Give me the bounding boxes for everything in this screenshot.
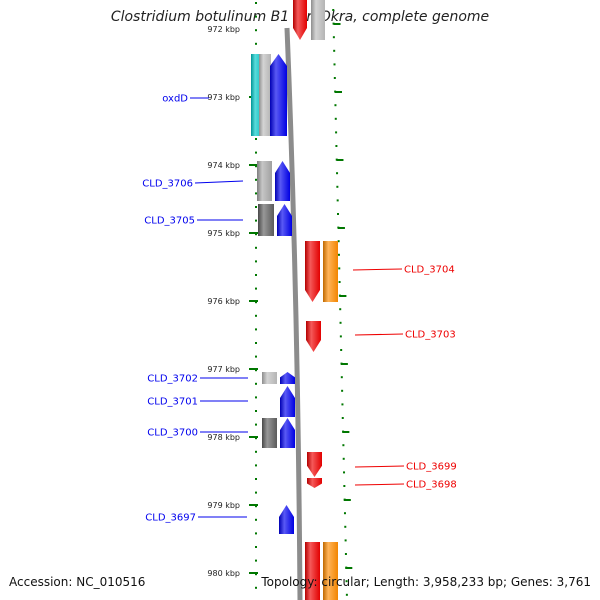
forward-gene-label: oxdD — [162, 94, 188, 105]
gene-block — [307, 452, 322, 477]
gene-blocks — [251, 0, 338, 600]
chromosome-backbone — [284, 27, 303, 600]
kbp-label: 974 kbp — [207, 161, 240, 170]
kbp-label: 976 kbp — [207, 297, 240, 306]
kbp-label: 977 kbp — [207, 365, 240, 374]
reverse-gene-leader — [354, 333, 404, 336]
kbp-label: 979 kbp — [207, 501, 240, 510]
forward-gene-label: CLD_3697 — [145, 513, 196, 524]
gene-block — [307, 478, 322, 488]
kbp-label: 973 kbp — [207, 93, 240, 102]
forward-gene-label: CLD_3706 — [142, 179, 193, 190]
kbp-label: 975 kbp — [207, 229, 240, 238]
gene-block — [277, 204, 292, 236]
gene-block — [280, 386, 295, 417]
reverse-gene-label: CLD_3704 — [404, 265, 455, 276]
forward-gene-label: CLD_3705 — [144, 216, 195, 227]
kbp-scale: 973 kbp 974 kbp 975 kbp 976 kbp 977 kbp 978 k… — [207, 25, 258, 578]
forward-gene-label: CLD_3701 — [147, 397, 198, 408]
gene-block — [262, 418, 277, 448]
gene-block — [323, 542, 338, 600]
gene-block — [323, 241, 338, 302]
gene-block — [270, 54, 287, 136]
gene-block — [258, 204, 274, 236]
gene-block — [259, 54, 271, 136]
gene-block — [257, 161, 272, 201]
kbp-label: 972 kbp — [207, 25, 240, 34]
label-leaders — [190, 97, 405, 518]
reverse-gene-leader — [354, 465, 405, 468]
right-tick-track — [332, 9, 353, 596]
reverse-gene-leader — [354, 483, 405, 486]
kbp-label: 978 kbp — [207, 433, 240, 442]
gene-block — [311, 0, 325, 40]
gene-block — [280, 372, 295, 384]
gene-block — [305, 542, 320, 600]
gene-block — [275, 161, 290, 201]
reverse-gene-label: CLD_3699 — [406, 462, 457, 473]
forward-gene-label: CLD_3702 — [147, 374, 198, 385]
gene-block — [280, 418, 295, 448]
genome-summary-text: Topology: circular; Length: 3,958,233 bp… — [261, 575, 591, 589]
gene-block — [293, 0, 307, 40]
gene-block — [306, 321, 321, 352]
reverse-gene-label: CLD_3703 — [405, 330, 456, 341]
reverse-gene-label: CLD_3698 — [406, 480, 457, 491]
gene-block — [262, 372, 277, 384]
forward-gene-leader — [194, 180, 244, 184]
kbp-label: 980 kbp — [207, 569, 240, 578]
gene-labels: oxdD CLD_3706 CLD_3705 CLD_3702 CLD_3701 CLD_… — [142, 94, 456, 524]
gene-block — [279, 505, 294, 534]
gene-block — [305, 241, 320, 302]
accession-text: Accession: NC_010516 — [9, 575, 146, 589]
reverse-gene-leader — [352, 268, 403, 271]
forward-gene-label: CLD_3700 — [147, 428, 198, 439]
